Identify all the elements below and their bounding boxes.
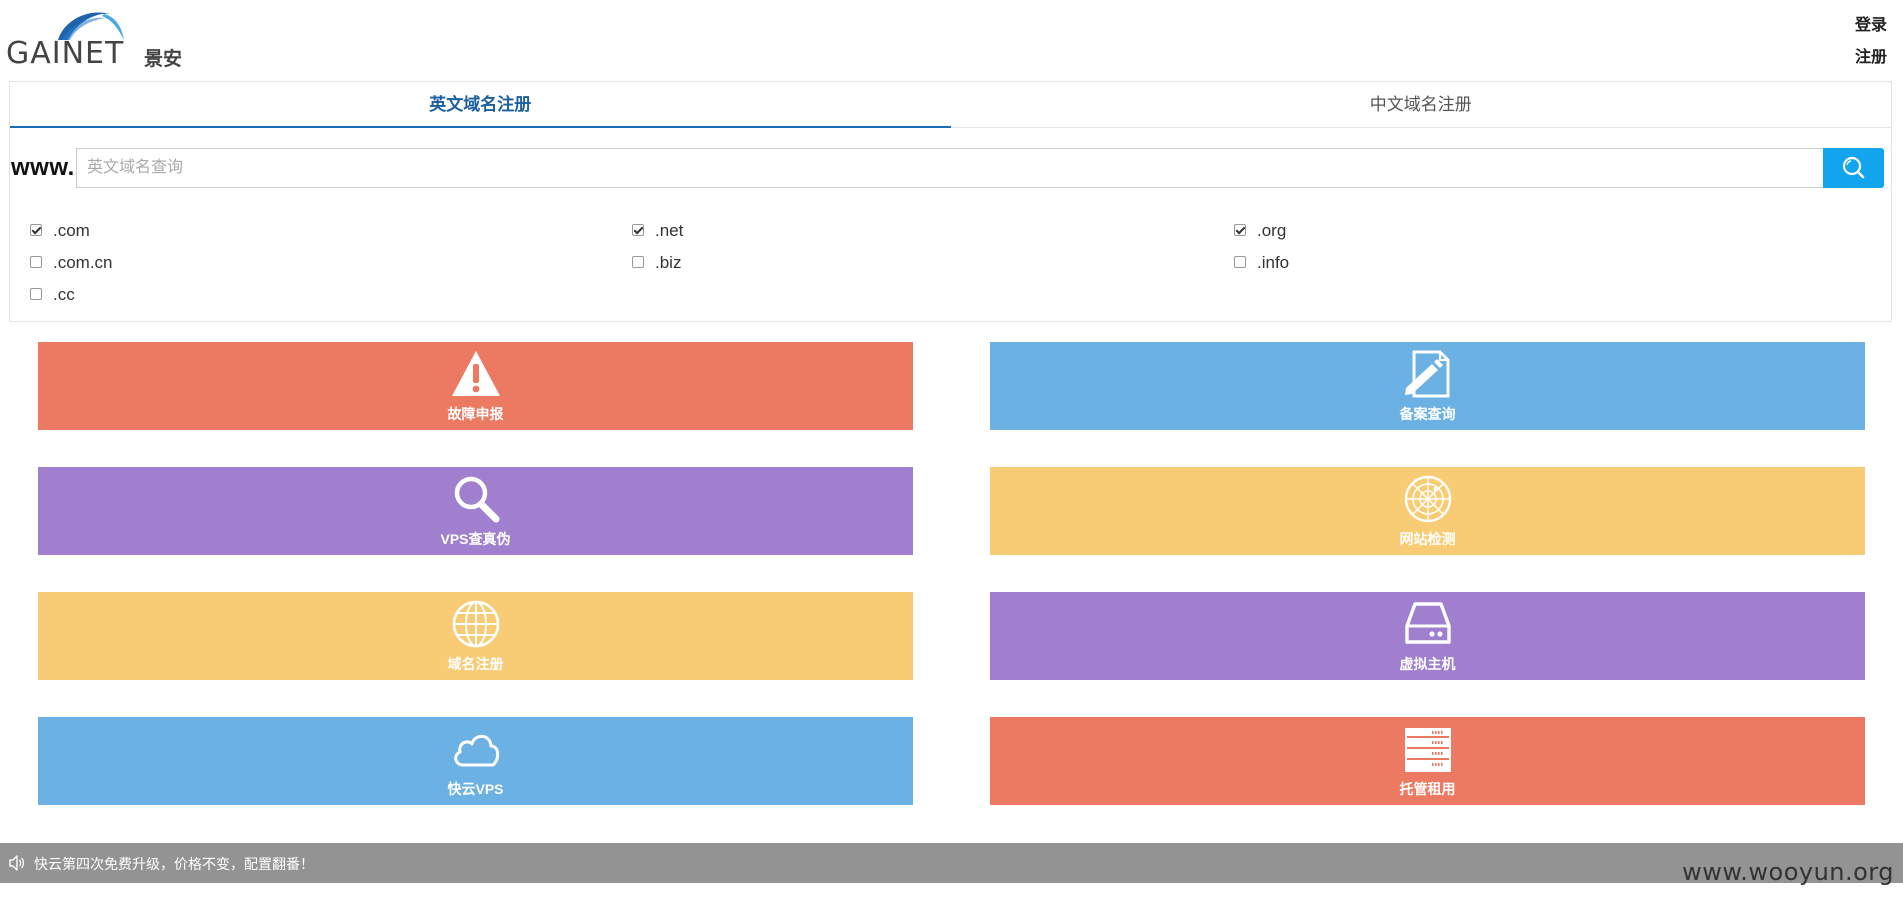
domain-tabs: 英文域名注册 中文域名注册 (10, 82, 1891, 128)
tld-label: .org (1257, 221, 1287, 240)
tile-label: VPS查真伪 (440, 531, 511, 547)
tile-fault-report[interactable]: 故障申报 (38, 342, 913, 430)
tile-label: 快云VPS (447, 781, 504, 797)
gainet-logo[interactable]: GAINET 景安 (6, 6, 196, 71)
auth-links: 登录 注册 (1855, 10, 1887, 74)
domain-search-input[interactable] (76, 148, 1833, 188)
tab-chinese-domain[interactable]: 中文域名注册 (1369, 95, 1472, 114)
register-link[interactable]: 注册 (1854, 49, 1887, 66)
checkbox[interactable] (1234, 223, 1246, 236)
tld-label: .info (1257, 253, 1290, 272)
tile-domain-register[interactable]: 域名注册 (38, 592, 913, 680)
tile-virtual-host[interactable]: 虚拟主机 (990, 592, 1865, 680)
magnifier-icon (454, 476, 499, 523)
tile-kuaiyun-vps[interactable]: 快云VPS (38, 717, 913, 805)
search-button[interactable] (1823, 148, 1884, 188)
hard-drive-icon (1404, 602, 1451, 644)
tab-english-domain[interactable]: 英文域名注册 (10, 82, 951, 128)
tld-option-com-cn[interactable]: .com.cn (30, 252, 113, 274)
notice-bar: 快云第四次免费升级，价格不变，配置翻番！ (0, 843, 1903, 883)
checkbox[interactable] (30, 255, 42, 268)
checkbox[interactable] (1234, 255, 1246, 268)
tld-label: .com.cn (53, 253, 113, 272)
cloud-icon (453, 734, 499, 767)
checkbox[interactable] (632, 255, 644, 268)
tile-icp-query[interactable]: 备案查询 (990, 342, 1865, 430)
tile-site-check[interactable]: 网站检测 (990, 467, 1865, 555)
tld-option-info[interactable]: .info (1234, 252, 1289, 274)
speaker-icon (9, 855, 25, 871)
logo-swoosh-icon (58, 12, 124, 40)
logo-chinese-text: 景安 (144, 49, 183, 70)
document-pen-icon (1404, 350, 1449, 398)
tld-option-cc[interactable]: .cc (30, 284, 75, 306)
www-prefix: www. (11, 154, 75, 181)
checkbox[interactable] (632, 223, 644, 236)
tile-label: 域名注册 (447, 656, 504, 672)
tld-label: .cc (53, 285, 75, 304)
domain-search-panel: 英文域名注册 中文域名注册 www. .com .net .org .com.c… (9, 81, 1892, 322)
search-icon (1842, 156, 1865, 179)
tld-label: .biz (655, 253, 682, 272)
tile-label: 备案查询 (1399, 406, 1456, 422)
tile-label: 故障申报 (447, 406, 504, 422)
globe-icon (452, 600, 499, 648)
search-row: www. (10, 148, 1891, 188)
notice-message[interactable]: 快云第四次免费升级，价格不变，配置翻番！ (34, 856, 314, 872)
checkbox[interactable] (30, 223, 42, 236)
tld-option-com[interactable]: .com (30, 220, 90, 242)
checkbox[interactable] (30, 287, 42, 300)
header: GAINET 景安 登录 注册 (0, 0, 1903, 80)
logo-text: GAINET (6, 36, 125, 71)
tld-label: .net (655, 221, 684, 240)
tld-option-net[interactable]: .net (632, 220, 683, 242)
tile-label: 网站检测 (1399, 531, 1456, 547)
radar-icon (1404, 475, 1451, 523)
login-link[interactable]: 登录 (1854, 17, 1887, 34)
server-rack-icon (1404, 728, 1451, 772)
watermark-text: www.wooyun.org (1682, 858, 1894, 886)
tld-label: .com (53, 221, 90, 240)
tld-option-org[interactable]: .org (1234, 220, 1286, 242)
tile-vps-verify[interactable]: VPS查真伪 (38, 467, 913, 555)
tile-hosting-rental[interactable]: 托管租用 (990, 717, 1865, 805)
tld-option-biz[interactable]: .biz (632, 252, 681, 274)
tile-label: 托管租用 (1399, 781, 1456, 797)
tile-label: 虚拟主机 (1399, 656, 1456, 672)
warning-icon (451, 351, 500, 396)
